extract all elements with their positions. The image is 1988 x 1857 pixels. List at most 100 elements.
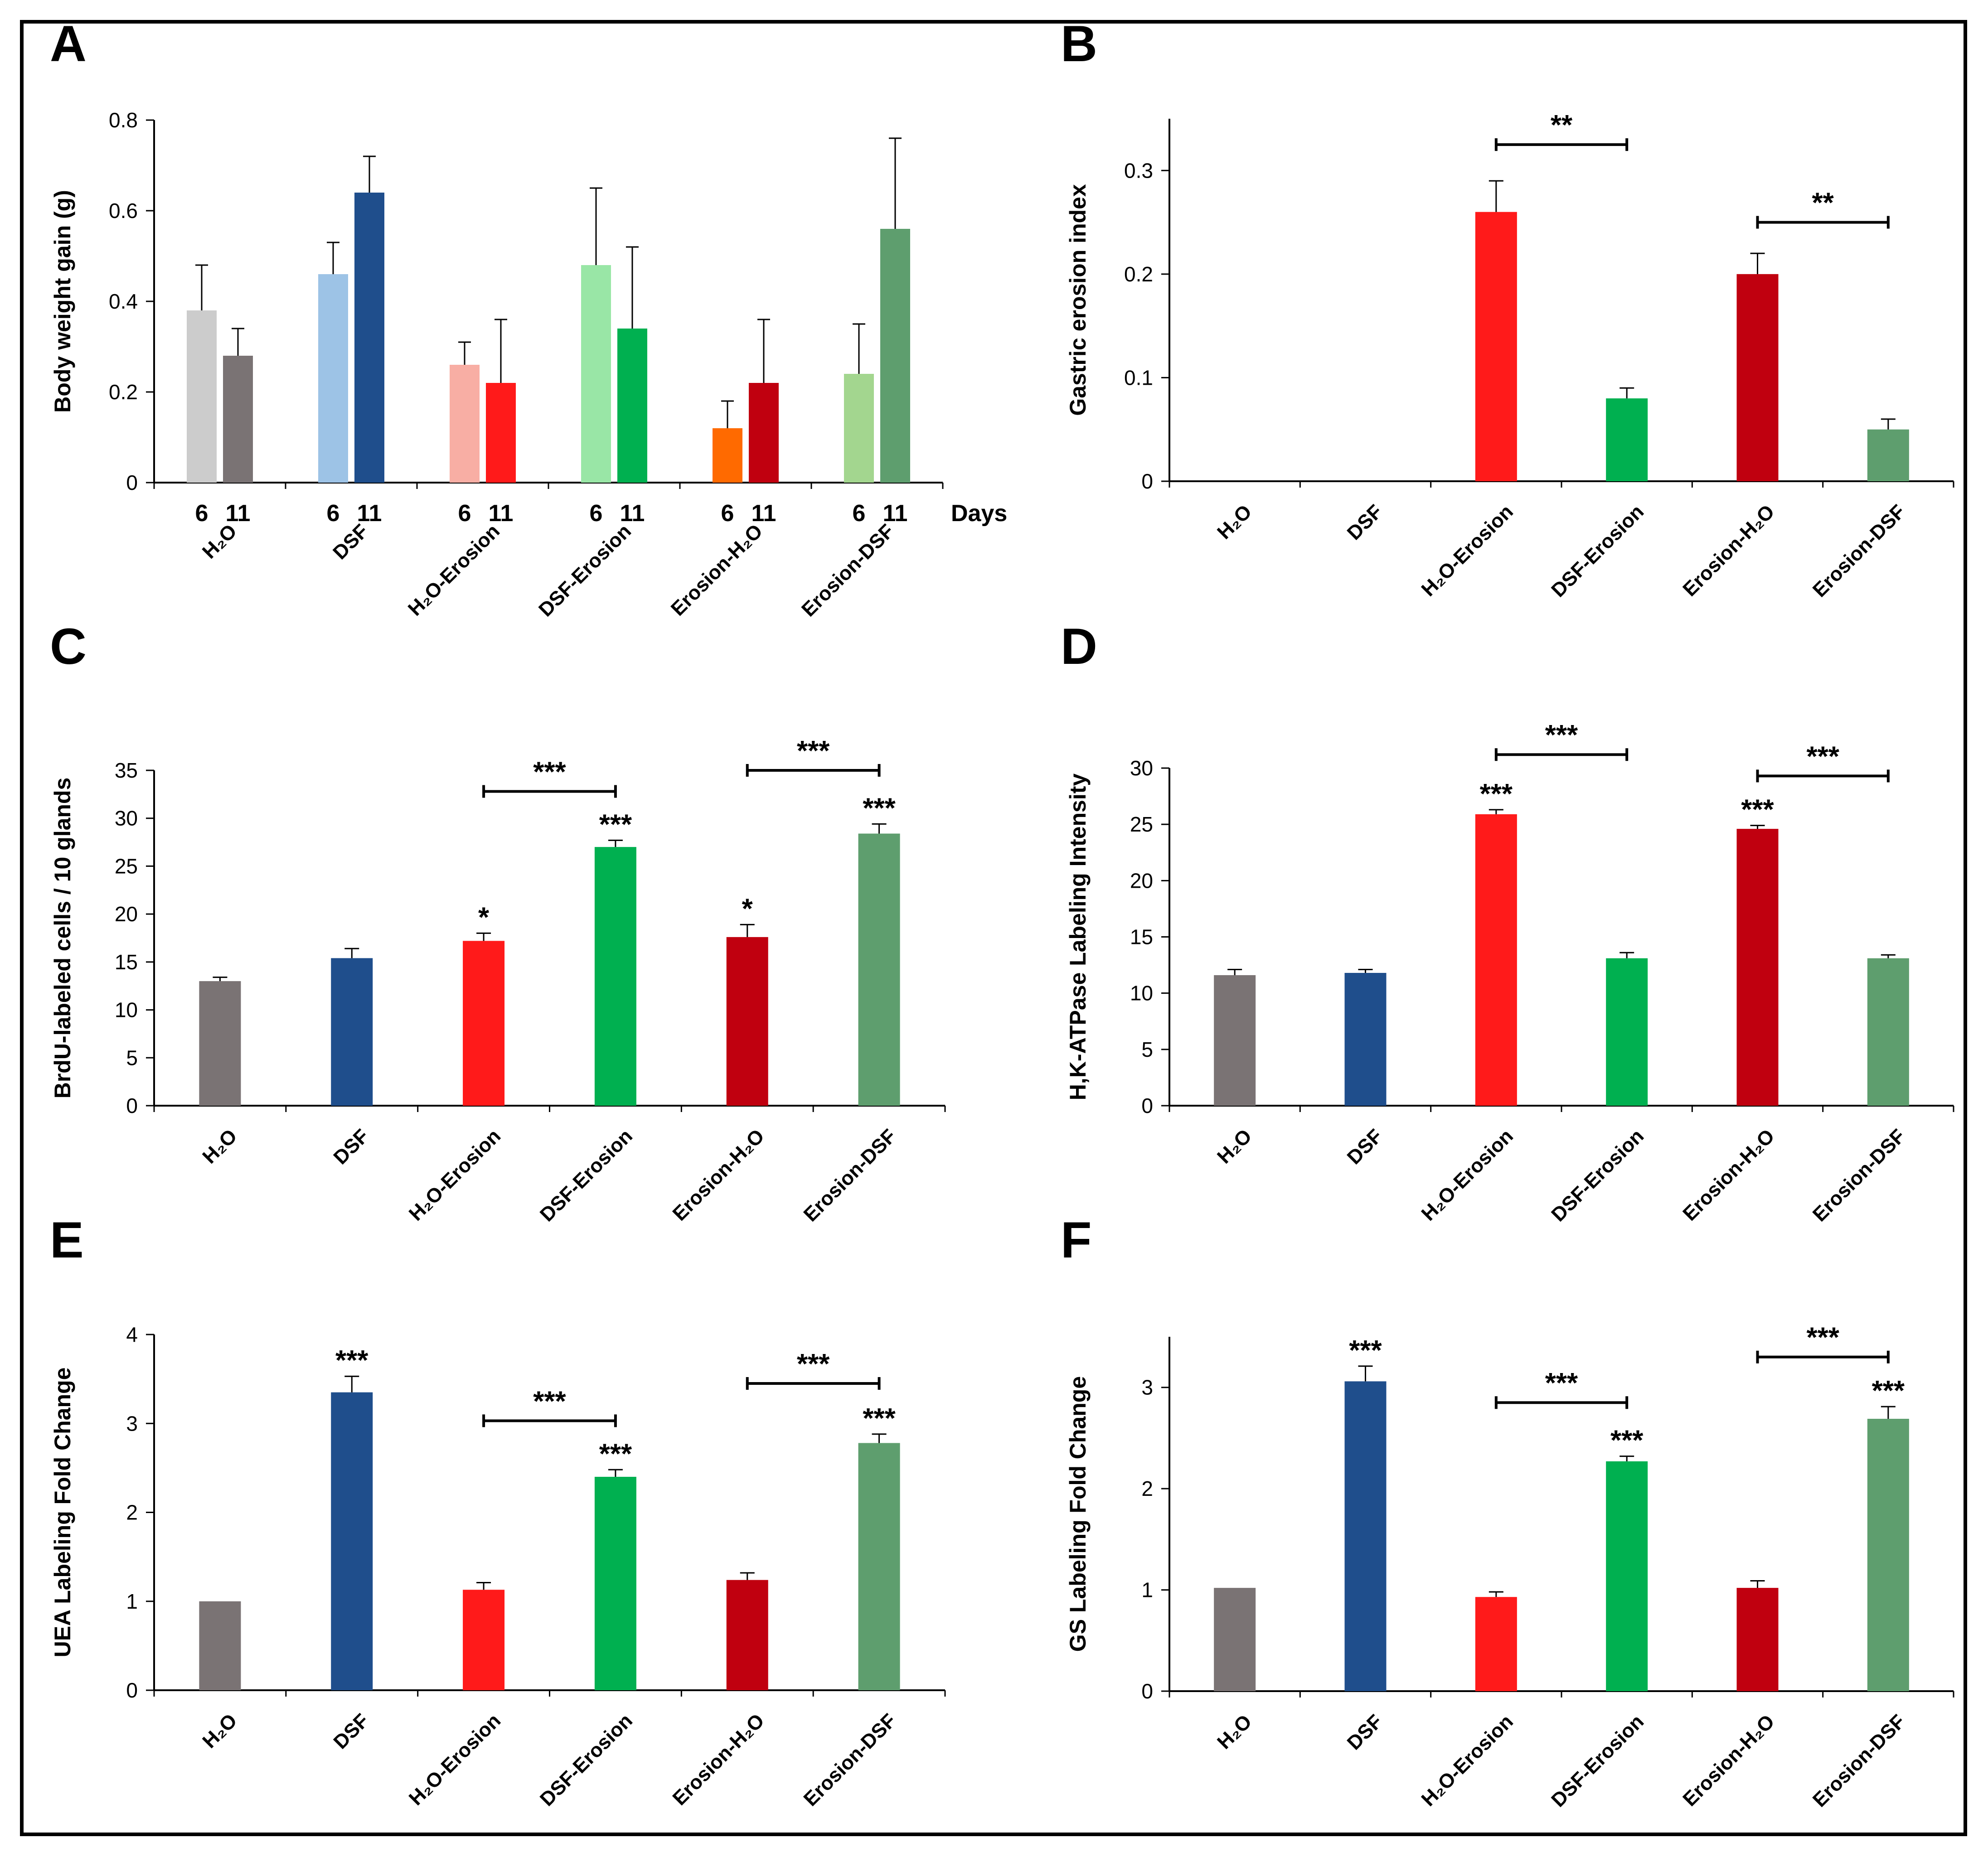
category-label: Erosion-H₂O <box>1678 1710 1779 1810</box>
significance-label: *** <box>1806 741 1839 772</box>
category-label: DSF-Erosion <box>536 1125 637 1226</box>
category-label: H₂O <box>1213 1710 1256 1753</box>
category-label: H₂O-Erosion <box>1417 1710 1518 1810</box>
category-label: H₂O <box>1213 1125 1256 1168</box>
bar <box>199 981 241 1106</box>
y-tick-label: 0.2 <box>109 380 138 404</box>
y-tick-label: 2 <box>1141 1477 1153 1500</box>
bar <box>594 1477 636 1690</box>
y-tick-label: 15 <box>1130 925 1153 949</box>
day-tick-label: 11 <box>226 500 251 527</box>
panel-label: B <box>1061 15 1097 72</box>
bar <box>1606 958 1648 1106</box>
day-tick-label: 11 <box>752 500 776 527</box>
significance-stars: * <box>478 902 490 933</box>
y-tick-label: 5 <box>126 1046 138 1069</box>
y-tick-label: 1 <box>126 1590 138 1613</box>
category-label: Erosion-H₂O <box>1678 1125 1779 1225</box>
day-tick-label: 11 <box>620 500 645 527</box>
category-label: DSF-Erosion <box>534 520 635 621</box>
category-label: Erosion-DSF <box>800 1709 901 1810</box>
category-label: Erosion-DSF <box>800 1125 901 1226</box>
category-label: DSF <box>1343 500 1387 544</box>
bar <box>1736 829 1779 1106</box>
y-tick-label: 0 <box>1141 1679 1153 1703</box>
category-label: Erosion-DSF <box>1809 500 1910 601</box>
day-tick-label: 6 <box>458 500 471 527</box>
bar <box>844 374 874 483</box>
y-axis-title: H,K-ATPase Labeling Intensity <box>1065 774 1091 1101</box>
bar <box>858 1443 900 1690</box>
bar <box>463 941 505 1106</box>
panel-label: D <box>1061 618 1097 675</box>
y-tick-label: 25 <box>115 854 138 878</box>
bar <box>617 329 647 483</box>
y-tick-label: 1 <box>1141 1578 1153 1602</box>
day-tick-label: 11 <box>883 500 908 527</box>
significance-stars: *** <box>1349 1335 1382 1366</box>
y-axis-title: BrdU-labeled cells / 10 glands <box>50 778 75 1099</box>
panel-c: C 0 5 10 15 20 25 30 35 BrdU-labeled cells / 10 g… <box>50 618 946 1226</box>
category-label: DSF <box>329 1709 373 1753</box>
y-tick-label: 10 <box>115 998 138 1022</box>
y-tick-label: 0.8 <box>109 108 138 132</box>
significance-label: *** <box>1545 1368 1578 1399</box>
significance-stars: *** <box>1741 794 1774 826</box>
y-tick-label: 3 <box>1141 1376 1153 1399</box>
bar <box>726 937 768 1106</box>
category-label: DSF-Erosion <box>1547 1125 1648 1226</box>
significance-stars: *** <box>599 1438 632 1470</box>
significance-stars: *** <box>863 793 896 824</box>
bar <box>726 1580 768 1690</box>
bar <box>450 365 480 483</box>
day-tick-label: 6 <box>590 500 603 527</box>
bar <box>199 1601 241 1690</box>
bar <box>1867 1418 1909 1691</box>
y-tick-label: 0.6 <box>109 199 138 222</box>
significance-stars: *** <box>335 1345 369 1376</box>
y-tick-label: 25 <box>1130 812 1153 836</box>
significance-label: ** <box>1551 110 1573 141</box>
significance-label: *** <box>797 1349 830 1380</box>
bar <box>858 833 900 1106</box>
category-label: H₂O <box>198 1125 241 1168</box>
panel-label: E <box>50 1212 84 1268</box>
category-label: Erosion-DSF <box>1809 1125 1910 1226</box>
day-tick-label: 6 <box>195 500 208 527</box>
bar <box>318 274 348 483</box>
day-tick-label: 6 <box>721 500 734 527</box>
category-label: H₂O-Erosion <box>405 1125 505 1225</box>
y-tick-label: 3 <box>126 1412 138 1435</box>
bar <box>1214 975 1256 1106</box>
y-axis-title: UEA Labeling Fold Change <box>50 1368 75 1658</box>
bar <box>1736 274 1779 481</box>
category-label: H₂O-Erosion <box>404 520 504 620</box>
category-label: H₂O-Erosion <box>1417 500 1518 600</box>
category-label: H₂O <box>1213 500 1256 543</box>
day-tick-label: 11 <box>357 500 382 527</box>
significance-label: ** <box>1812 188 1834 219</box>
significance-label: *** <box>797 735 830 767</box>
bar <box>1475 1597 1517 1691</box>
y-tick-label: 30 <box>1130 756 1153 780</box>
y-tick-label: 15 <box>115 950 138 974</box>
significance-label: *** <box>1806 1322 1839 1354</box>
bar <box>749 383 779 483</box>
y-axis-title: Body weight gain (g) <box>50 190 75 413</box>
category-label: DSF <box>1343 1125 1387 1169</box>
y-tick-label: 0.3 <box>1124 159 1153 182</box>
panel-d: D 0 5 10 15 20 25 30 H,K-ATPase Labeling Intensi… <box>1061 618 1954 1226</box>
significance-stars: *** <box>863 1403 896 1434</box>
y-tick-label: 10 <box>1130 982 1153 1005</box>
category-label: DSF-Erosion <box>1547 1710 1648 1811</box>
y-tick-label: 0 <box>126 1678 138 1702</box>
bar <box>1736 1588 1779 1691</box>
bar <box>880 229 910 483</box>
significance-stars: *** <box>1872 1375 1905 1407</box>
bar <box>1475 212 1517 481</box>
day-tick-label: 6 <box>853 500 866 527</box>
x-axis-title: Days <box>951 500 1007 527</box>
bar <box>1344 972 1387 1106</box>
